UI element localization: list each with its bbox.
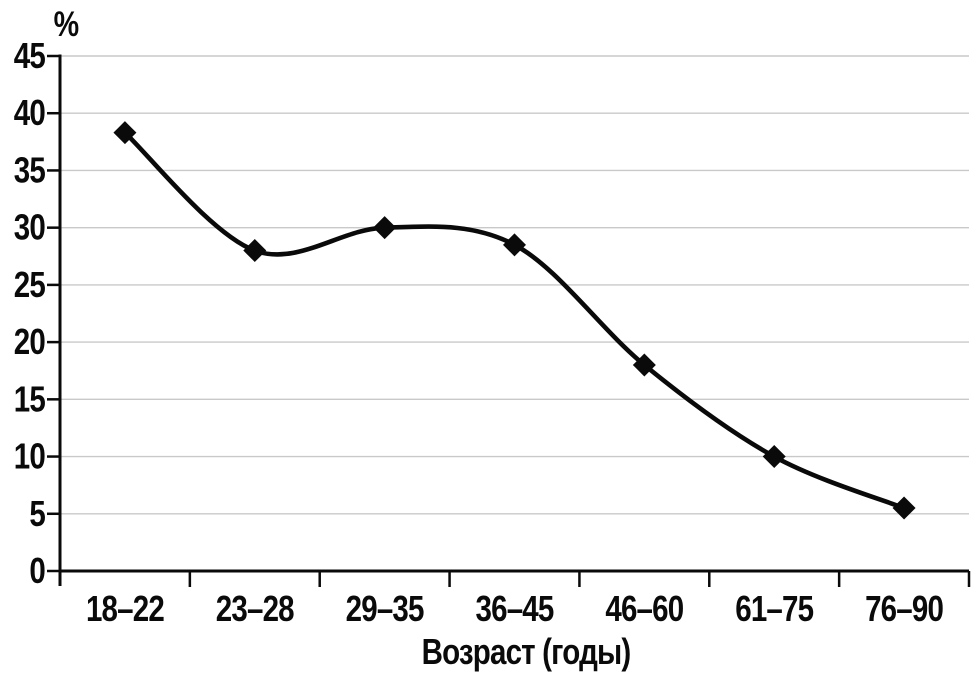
series-line <box>122 130 907 511</box>
data-point-marker <box>243 239 267 263</box>
y-tick-label: 20 <box>14 321 45 361</box>
data-point-marker <box>503 233 526 257</box>
y-axis-unit-label: % <box>54 4 79 43</box>
data-point-marker <box>632 353 656 377</box>
x-category-label: 36–45 <box>476 588 555 628</box>
data-point-marker <box>113 121 137 145</box>
data-point-marker <box>373 216 397 240</box>
gridlines <box>60 55 969 515</box>
data-point-marker <box>892 496 916 520</box>
y-tick-label: 25 <box>14 264 46 304</box>
x-category-label: 76–90 <box>865 588 943 628</box>
x-category-label: 46–60 <box>605 588 683 628</box>
x-category-label: 18–22 <box>86 588 164 628</box>
y-tick-labels: 0 5 10 15 20 25 30 35 40 45 <box>14 35 47 590</box>
y-tick-label: 40 <box>14 92 45 132</box>
x-category-label: 29–35 <box>346 588 425 628</box>
y-tick-label: 15 <box>14 379 46 419</box>
y-tick-label: 45 <box>14 35 46 75</box>
y-tick-marks <box>47 54 59 573</box>
y-tick-label: 5 <box>29 493 45 533</box>
y-tick-label: 0 <box>29 550 45 590</box>
y-tick-label: 35 <box>14 150 46 190</box>
axes <box>58 54 969 586</box>
data-point-marker <box>762 445 786 469</box>
x-tick-labels: 18–22 23–28 29–35 36–45 46–60 61–75 76–90 <box>86 588 944 628</box>
x-axis-title: Возраст (годы) <box>422 631 631 671</box>
y-tick-label: 10 <box>14 436 45 476</box>
x-category-label: 61–75 <box>735 588 814 628</box>
y-tick-label: 30 <box>14 207 45 247</box>
x-tick-marks <box>188 571 971 587</box>
x-category-label: 23–28 <box>216 588 295 628</box>
series-markers <box>113 121 916 520</box>
